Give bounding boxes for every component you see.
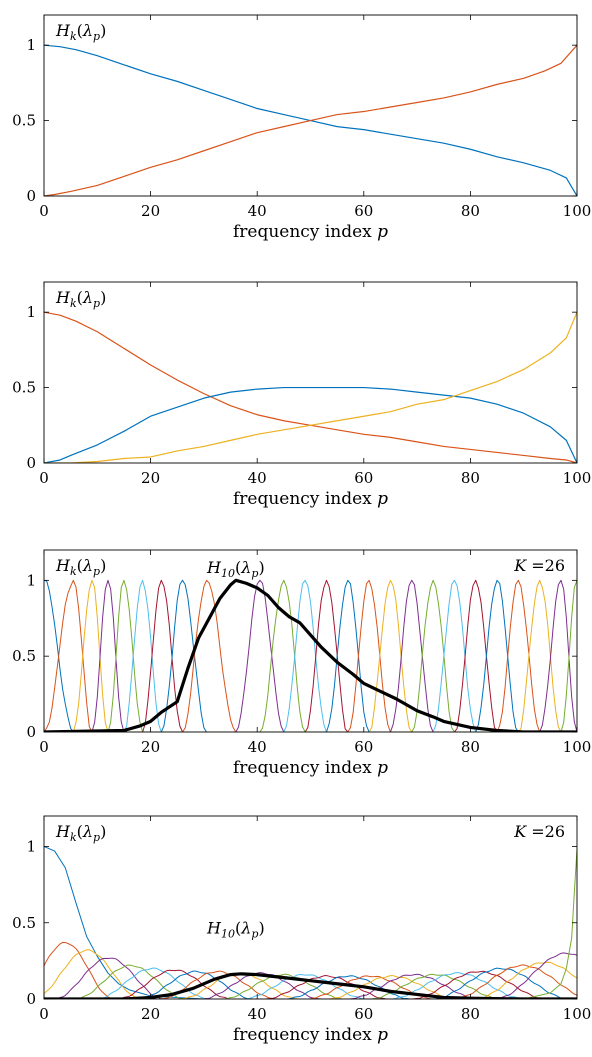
y-tick-label: 1 (26, 303, 36, 321)
y-tick-label: 0 (26, 723, 36, 741)
x-tick-label: 20 (141, 202, 160, 220)
y-tick-label: 0 (26, 187, 36, 205)
y-tick-label: 0.5 (12, 379, 36, 397)
x-tick-label: 100 (563, 738, 592, 756)
filter-line (44, 970, 577, 999)
filter-line (44, 579, 577, 732)
plot-area (44, 578, 577, 732)
filter-line (44, 579, 577, 732)
axes-box (43, 815, 578, 1000)
y-tick-label: 1 (26, 571, 36, 589)
x-tick-label: 80 (461, 738, 480, 756)
x-tick-label: 60 (354, 738, 373, 756)
chart-panel-1: 0 20 40 60 80 100 0 0.5 1 frequency index p Hk(λp) (12, 14, 592, 242)
plot-area (44, 44, 577, 196)
x-tick-label: 60 (354, 469, 373, 487)
y-tick-label: 0 (26, 990, 36, 1008)
y-tick-label: 1 (26, 36, 36, 54)
series-line (44, 386, 577, 463)
y-tick-label: 1 (26, 838, 36, 856)
annotation-label: Hk(λp) (55, 556, 106, 578)
axes-box (43, 14, 578, 197)
chart-panel-3: 0 20 40 60 80 100 0 0.5 1 frequency index p Hk(λp)… (12, 549, 592, 778)
filter-line (44, 969, 577, 999)
filter-line (44, 949, 577, 999)
x-tick-label: 0 (39, 738, 49, 756)
filter-line (44, 971, 577, 999)
x-axis-label: frequency index p (233, 1025, 388, 1045)
filter-line (44, 967, 577, 999)
x-tick-label: 100 (563, 1005, 592, 1023)
x-tick-label: 0 (39, 202, 49, 220)
x-axis-label: frequency index p (233, 489, 388, 509)
x-tick-label: 40 (248, 202, 267, 220)
x-tick-label: 40 (248, 1005, 267, 1023)
x-tick-label: 40 (248, 469, 267, 487)
filter-line (523, 849, 577, 999)
x-tick-label: 0 (39, 469, 49, 487)
axes-box (43, 549, 578, 733)
filter-line (44, 579, 577, 732)
annotation-label: K =26 (513, 822, 565, 841)
filter-line (44, 967, 577, 999)
filter-line (44, 957, 577, 999)
x-axis-label: frequency index p (233, 758, 388, 778)
chart-panel-2: 0 20 40 60 80 100 0 0.5 1 frequency index p Hk(λp) (12, 281, 592, 509)
series-line (44, 311, 577, 463)
filter-line (44, 972, 577, 999)
x-tick-label: 100 (563, 469, 592, 487)
x-tick-label: 20 (141, 738, 160, 756)
x-tick-label: 80 (461, 1005, 480, 1023)
plot-area (44, 311, 577, 463)
series-line (44, 44, 577, 196)
annotation-label: H10(λp) (206, 558, 265, 580)
y-tick-label: 0.5 (12, 914, 36, 932)
annotation-label: H10(λp) (206, 918, 265, 940)
highlighted-series-line (44, 972, 577, 999)
filter-line (44, 964, 577, 999)
annotation-label: Hk(λp) (55, 21, 106, 43)
x-tick-label: 80 (461, 469, 480, 487)
x-tick-label: 20 (141, 469, 160, 487)
filter-line (44, 964, 577, 999)
highlighted-series-line (44, 578, 577, 732)
y-tick-label: 0 (26, 454, 36, 472)
x-tick-label: 20 (141, 1005, 160, 1023)
filter-line (44, 579, 577, 732)
filter-line (44, 961, 577, 999)
x-tick-label: 60 (354, 202, 373, 220)
x-tick-label: 40 (248, 738, 267, 756)
filter-line (44, 579, 577, 732)
plot-area (44, 846, 577, 999)
x-tick-label: 80 (461, 202, 480, 220)
filter-line (44, 972, 577, 999)
annotation-label: Hk(λp) (55, 822, 106, 844)
axes-box (43, 281, 578, 464)
annotation-label: Hk(λp) (55, 288, 106, 310)
annotation-label: K =26 (513, 556, 565, 575)
y-tick-label: 0.5 (12, 112, 36, 130)
x-tick-label: 60 (354, 1005, 373, 1023)
x-tick-label: 100 (563, 202, 592, 220)
filter-line (44, 973, 577, 999)
x-axis-label: frequency index p (233, 222, 388, 242)
filter-line (44, 579, 577, 732)
filter-line (44, 975, 577, 999)
filter-line (44, 973, 577, 999)
y-tick-label: 0.5 (12, 647, 36, 665)
x-tick-label: 0 (39, 1005, 49, 1023)
chart-panel-4: 0 20 40 60 80 100 0 0.5 1 frequency index p Hk(λp)… (12, 815, 592, 1045)
